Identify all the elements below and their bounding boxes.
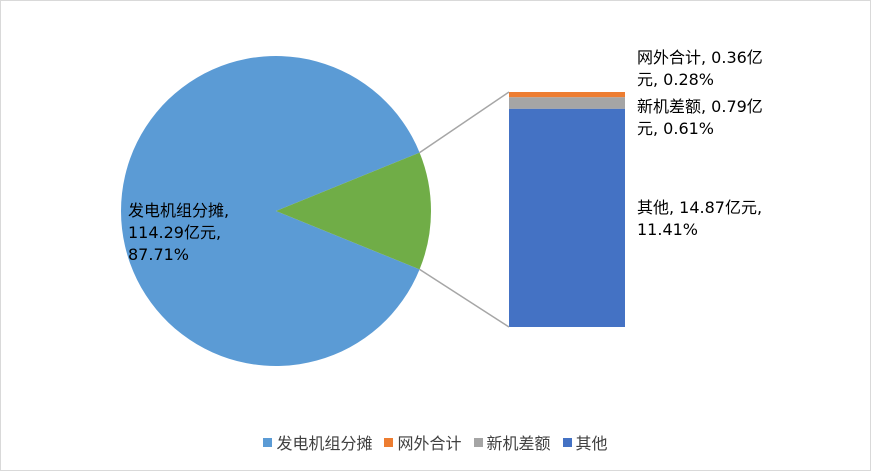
connector-line-top bbox=[419, 91, 510, 154]
legend-label: 发电机组分摊 bbox=[276, 434, 373, 453]
legend-label: 新机差额 bbox=[486, 434, 551, 453]
pie-slice-other-group bbox=[276, 152, 431, 270]
data-label-bar-2: 其他, 14.87亿元, 11.41% bbox=[637, 198, 762, 239]
legend-swatch bbox=[384, 437, 394, 447]
legend-swatch bbox=[562, 437, 572, 447]
legend-swatch bbox=[263, 437, 273, 447]
data-label-main: 发电机组分摊, 114.29亿元, 87.71% bbox=[128, 201, 229, 264]
legend-item-0: 发电机组分摊 bbox=[263, 430, 372, 454]
legend-item-3: 其他 bbox=[562, 430, 608, 454]
connector-line-bottom bbox=[419, 268, 510, 328]
bar-segment-2 bbox=[509, 108, 625, 327]
data-label-bar-1: 新机差额, 0.79亿元, 0.61% bbox=[637, 97, 763, 138]
bar-segment-0 bbox=[509, 92, 625, 98]
data-label-bar-0: 网外合计, 0.36亿元, 0.28% bbox=[637, 48, 763, 89]
bar-segment-1 bbox=[509, 97, 625, 109]
pie-slice-main bbox=[120, 55, 420, 366]
legend-label: 其他 bbox=[575, 434, 608, 453]
legend-item-2: 新机差额 bbox=[473, 430, 551, 454]
legend-label: 网外合计 bbox=[397, 434, 462, 453]
legend: 发电机组分摊 网外合计 新机差额 其他 bbox=[0, 430, 871, 454]
legend-item-1: 网外合计 bbox=[384, 430, 462, 454]
legend-swatch bbox=[473, 437, 483, 447]
